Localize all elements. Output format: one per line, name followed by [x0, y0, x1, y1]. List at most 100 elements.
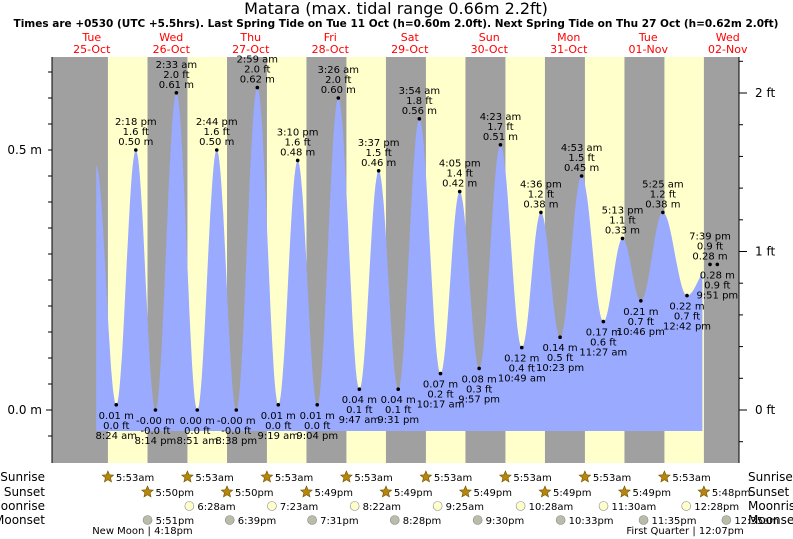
- tide-height-m: 0.14 m: [542, 343, 577, 354]
- tide-time: 3:10 pm: [277, 127, 319, 138]
- tide-height-m: 0.60 m: [321, 85, 356, 96]
- tide-height-m: 0.62 m: [240, 75, 275, 86]
- day-name: Mon: [557, 31, 580, 44]
- tide-point: [396, 387, 401, 392]
- moonrise-label-left: Moonrise: [0, 499, 45, 513]
- sunset-time: 5:49pm: [632, 488, 671, 499]
- sunrise-label-right: Sunrise: [748, 470, 793, 484]
- left-tick-label: 0.5 m: [7, 143, 42, 157]
- sunset-icon: [379, 485, 393, 498]
- day-name: Fri: [324, 31, 337, 44]
- moonset-time: 10:33pm: [569, 516, 614, 527]
- tide-height-m: 0.38 m: [523, 199, 558, 210]
- astro-rows: SunriseSunriseSunsetSunsetMoonriseMoonri…: [0, 470, 793, 537]
- moonset-icon: [307, 515, 317, 525]
- moonset-time: 7:31pm: [320, 516, 359, 527]
- day-date: 31-Oct: [550, 43, 588, 56]
- sunrise-time: 5:53am: [275, 473, 313, 484]
- sunrise-icon: [339, 470, 353, 483]
- tide-point: [498, 143, 503, 147]
- tide-point: [153, 408, 158, 412]
- sunrise-icon: [101, 470, 115, 483]
- right-tick-label: 0 ft: [755, 403, 775, 417]
- tide-height-ft: 0.0 ft: [265, 421, 291, 432]
- day-name: Tue: [81, 31, 101, 44]
- tide-time: 4:36 pm: [520, 179, 562, 190]
- day-date: 27-Oct: [232, 43, 270, 56]
- tide-curve-area: [96, 87, 703, 431]
- tide-time: 10:17 am: [417, 400, 465, 411]
- tide-point: [234, 408, 239, 412]
- tide-height-m: 0.45 m: [564, 163, 599, 174]
- tide-point: [639, 299, 643, 303]
- day-date: 01-Nov: [629, 43, 669, 56]
- chart-subtitle: Times are +0530 (UTC +5.5hrs). Last Spri…: [14, 18, 779, 30]
- tide-labels: 0.01 m0.0 ft8:24 am0.50 m1.6 ft2:18 pm-0…: [96, 55, 739, 447]
- tide-height-m: 0.07 m: [423, 380, 458, 391]
- tide-height-ft: 0.0 ft: [184, 426, 210, 437]
- tide-time: 9:57 pm: [458, 394, 500, 405]
- tide-time: 8:51 am: [176, 436, 218, 447]
- tide-height-m: 0.01 m: [99, 411, 134, 422]
- day-name: Wed: [716, 31, 740, 44]
- tide-height-m: -0.00 m: [136, 416, 175, 427]
- tide-height-ft: 1.1 ft: [609, 215, 635, 226]
- tide-height-ft: 1.4 ft: [447, 169, 473, 180]
- moonset-label-right: Moonset: [748, 513, 793, 527]
- sunrise-time: 5:53am: [593, 473, 631, 484]
- sunset-icon: [697, 485, 711, 498]
- tide-height-ft: 1.6 ft: [123, 127, 149, 138]
- tide-time: 4:05 pm: [439, 159, 481, 170]
- tide-height-ft: 0.5 ft: [547, 353, 573, 364]
- tide-height-ft: 1.2 ft: [528, 189, 554, 200]
- tide-height-ft: 0.1 ft: [346, 405, 372, 416]
- tide-height-m: 0.48 m: [280, 147, 315, 158]
- day-date: 02-Nov: [708, 43, 748, 56]
- tide-point: [174, 91, 179, 95]
- tide-height-ft: -0.0 ft: [140, 426, 170, 437]
- tide-height-ft: 0.9 ft: [697, 241, 723, 252]
- sunset-time: 5:49pm: [314, 488, 353, 499]
- tide-time: 3:54 am: [399, 86, 441, 97]
- tide-height-ft: 2.0 ft: [244, 65, 270, 76]
- moonrise-time: 7:23am: [280, 502, 318, 513]
- moonrise-icon: [598, 501, 609, 511]
- tide-time: 10:46 pm: [617, 327, 665, 338]
- tide-height-ft: 0.0 ft: [304, 421, 330, 432]
- sunset-icon: [299, 485, 313, 498]
- tide-point: [685, 293, 689, 298]
- tide-time: 3:37 pm: [358, 138, 400, 149]
- tide-height-ft: 1.8 ft: [406, 96, 432, 107]
- tide-height-m: 0.50 m: [118, 137, 153, 148]
- sunset-icon: [617, 485, 631, 498]
- tide-point: [255, 85, 260, 90]
- tide-point: [315, 403, 320, 407]
- tide-point: [601, 319, 606, 324]
- day-date: 26-Oct: [153, 43, 191, 56]
- sunset-icon: [458, 485, 472, 498]
- tide-height-m: 0.17 m: [586, 328, 621, 339]
- tide-height-ft: 0.7 ft: [628, 317, 654, 328]
- tide-height-m: 0.28 m: [692, 251, 727, 262]
- sunset-label-right: Sunset: [748, 485, 789, 499]
- tide-time: 7:39 pm: [689, 231, 731, 242]
- tide-point: [357, 387, 362, 392]
- tide-time: 5:25 am: [642, 179, 684, 190]
- sunset-time: 5:49pm: [473, 488, 512, 499]
- moonrise-icon: [432, 501, 443, 511]
- tide-height-m: 0.50 m: [199, 137, 234, 148]
- moonset-time: 12:35am: [734, 516, 779, 527]
- moonrise-icon: [349, 501, 360, 511]
- tide-height-m: 0.33 m: [605, 225, 640, 236]
- tide-height-m: -0.00 m: [217, 416, 256, 427]
- tide-time: 8:14 pm: [135, 436, 177, 447]
- tide-height-m: 0.56 m: [402, 106, 437, 117]
- tide-time: 2:44 pm: [196, 117, 238, 128]
- tide-height-ft: 0.9 ft: [704, 280, 730, 291]
- moonset-icon: [389, 515, 400, 525]
- left-tick-label: 0.0 m: [7, 403, 42, 417]
- sunset-label-left: Sunset: [4, 485, 45, 499]
- tide-time: 9:51 pm: [696, 290, 738, 301]
- moonset-icon: [555, 515, 566, 525]
- tide-point: [715, 262, 720, 267]
